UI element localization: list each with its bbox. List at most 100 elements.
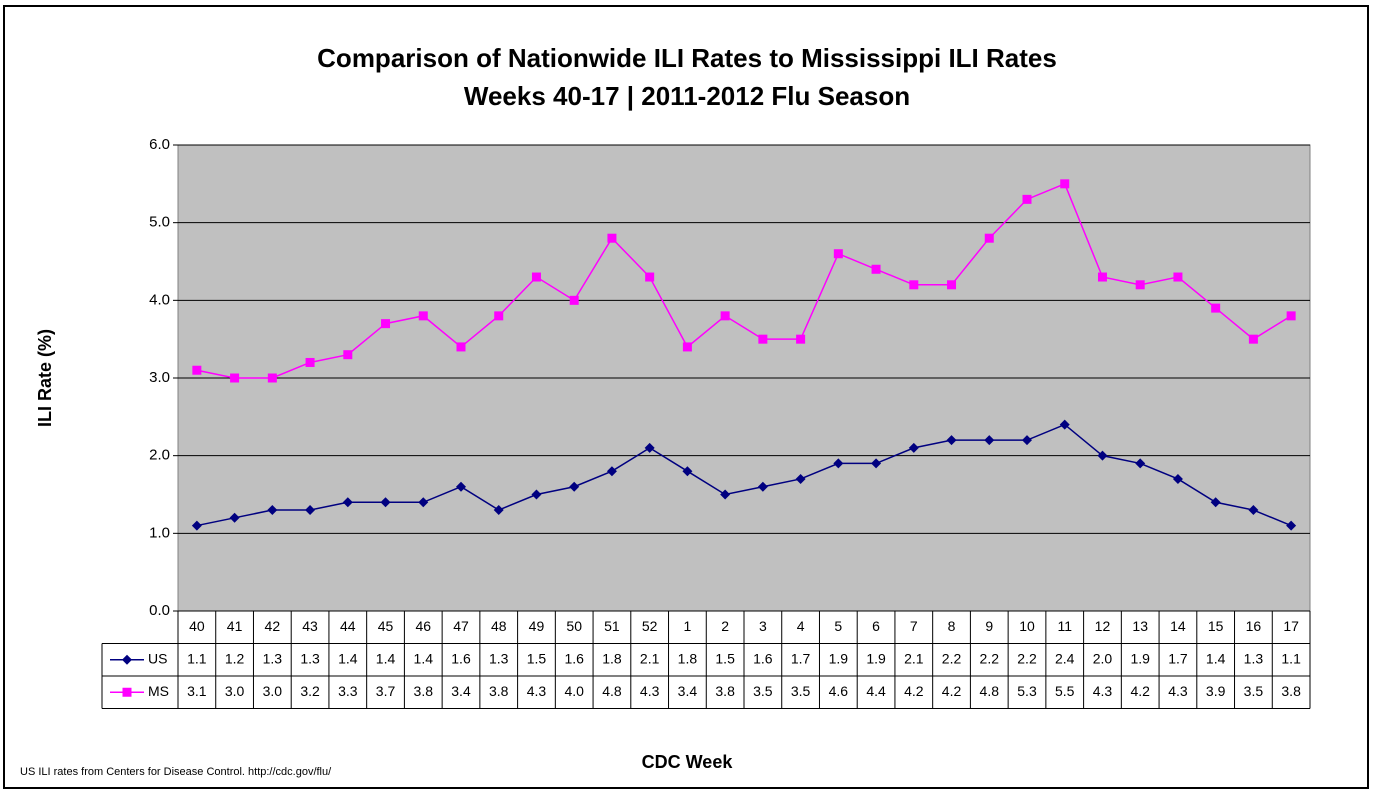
data-point [342, 497, 353, 508]
data-point [871, 264, 881, 274]
data-point [229, 512, 240, 523]
table-value: 1.7 [791, 650, 811, 666]
table-value: 4.4 [866, 683, 886, 699]
data-point [531, 489, 542, 500]
x-tick-label: 47 [453, 618, 469, 634]
x-tick-label: 13 [1132, 618, 1148, 634]
table-value: 1.5 [715, 650, 735, 666]
table-value: 1.3 [1244, 650, 1264, 666]
data-point [947, 280, 957, 290]
table-value: 1.4 [1206, 650, 1226, 666]
table-value: 4.3 [1168, 683, 1188, 699]
table-value: 4.8 [602, 683, 622, 699]
data-point [984, 435, 995, 446]
y-tick-label: 6.0 [149, 136, 170, 153]
data-point [1172, 473, 1183, 484]
table-value: 2.1 [640, 650, 660, 666]
y-tick-label: 2.0 [149, 447, 170, 464]
x-tick-label: 46 [415, 618, 431, 634]
data-point [1173, 272, 1183, 282]
data-point [267, 505, 278, 516]
legend-label: MS [148, 683, 169, 699]
chart-subtitle: Weeks 40-17 | 2011-2012 Flu Season [464, 81, 910, 111]
data-point [1135, 458, 1146, 469]
x-tick-label: 48 [491, 618, 507, 634]
data-point [757, 481, 768, 492]
table-value: 1.9 [866, 650, 886, 666]
x-tick-label: 7 [910, 618, 918, 634]
table-value: 3.8 [715, 683, 735, 699]
chart-title: Comparison of Nationwide ILI Rates to Mi… [317, 43, 1057, 73]
legend-marker [122, 654, 132, 665]
table-value: 3.4 [451, 683, 471, 699]
table-value: 4.8 [980, 683, 1000, 699]
table-value: 1.3 [263, 650, 283, 666]
legend-marker [122, 687, 132, 697]
data-point [1022, 194, 1032, 204]
x-tick-label: 44 [340, 618, 356, 634]
table-value: 4.3 [1093, 683, 1113, 699]
x-tick-label: 6 [872, 618, 880, 634]
data-point [192, 365, 202, 375]
footnote: US ILI rates from Centers for Disease Co… [20, 766, 332, 778]
data-point [720, 489, 731, 500]
series-line [196, 182, 1292, 379]
data-point [569, 295, 579, 305]
series-line [196, 423, 1292, 527]
table-value: 4.0 [564, 683, 584, 699]
table-value: 2.2 [1017, 650, 1037, 666]
data-point [380, 497, 391, 508]
data-point [456, 342, 466, 352]
data-point [494, 311, 504, 321]
y-axis-label: ILI Rate (%) [35, 329, 55, 427]
y-tick-label: 1.0 [149, 524, 170, 541]
x-tick-label: 17 [1283, 618, 1299, 634]
table-value: 1.4 [414, 650, 434, 666]
x-tick-label: 14 [1170, 618, 1186, 634]
x-tick-label: 52 [642, 618, 658, 634]
x-tick-label: 12 [1095, 618, 1111, 634]
y-tick-label: 0.0 [149, 602, 170, 619]
data-point [946, 435, 957, 446]
x-tick-label: 43 [302, 618, 318, 634]
table-value: 2.1 [904, 650, 924, 666]
table-value: 3.8 [489, 683, 509, 699]
x-tick-label: 1 [684, 618, 692, 634]
table-value: 4.3 [527, 683, 547, 699]
table-value: 1.3 [489, 650, 509, 666]
table-value: 3.9 [1206, 683, 1226, 699]
table-value: 1.2 [225, 650, 245, 666]
data-point [1248, 334, 1258, 344]
x-tick-label: 42 [265, 618, 281, 634]
data-point [833, 458, 844, 469]
table-value: 1.6 [753, 650, 773, 666]
data-point [191, 520, 202, 531]
table-value: 3.1 [187, 683, 207, 699]
table-value: 1.8 [678, 650, 698, 666]
table-value: 1.3 [300, 650, 320, 666]
data-point [1059, 419, 1070, 430]
table-value: 1.6 [564, 650, 584, 666]
data-point [343, 350, 353, 360]
data-point [909, 280, 919, 290]
legend-label: US [148, 650, 167, 666]
table-value: 2.0 [1093, 650, 1113, 666]
table-value: 3.0 [225, 683, 245, 699]
data-point [645, 272, 655, 282]
data-point [758, 334, 768, 344]
x-tick-label: 5 [834, 618, 842, 634]
x-tick-label: 45 [378, 618, 394, 634]
x-tick-label: 10 [1019, 618, 1035, 634]
data-point [607, 233, 617, 243]
table-value: 1.1 [1281, 650, 1301, 666]
x-tick-label: 50 [566, 618, 582, 634]
data-point [1211, 303, 1221, 313]
data-point [305, 357, 315, 367]
x-tick-label: 40 [189, 618, 205, 634]
table-value: 3.8 [1281, 683, 1301, 699]
data-point [606, 466, 617, 477]
table-value: 5.3 [1017, 683, 1037, 699]
table-value: 2.2 [980, 650, 1000, 666]
x-tick-label: 2 [721, 618, 729, 634]
